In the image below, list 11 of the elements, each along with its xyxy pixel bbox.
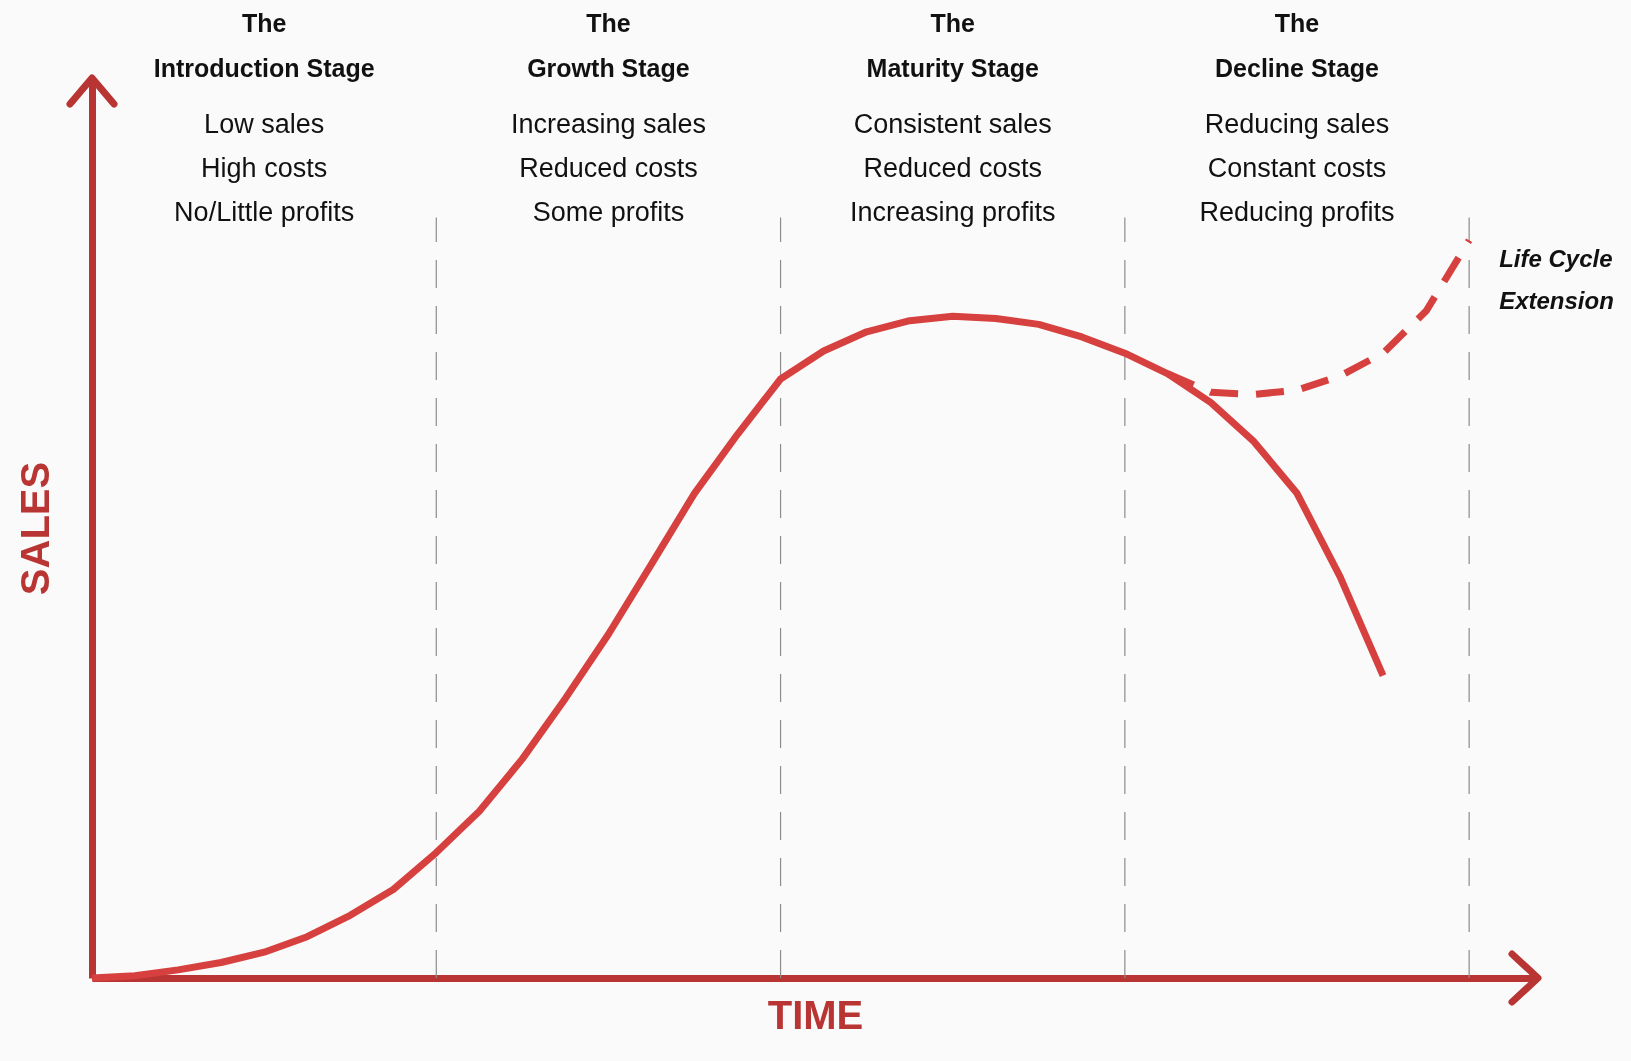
text: Consistent sales Reduced costs Increasing profits	[849, 109, 1056, 227]
x-axis-title: TIME	[767, 992, 864, 1037]
text: Low sales High costs No/Little profits	[174, 109, 355, 227]
text: Life Cycle Extension	[1499, 245, 1614, 315]
text: The Introduction Stage	[153, 9, 375, 82]
text: The Growth Stage	[527, 9, 690, 82]
text: Reducing sales Constant costs Reducing profits	[1199, 109, 1395, 227]
text: Increasing sales Reduced costs Some profits	[510, 109, 706, 227]
text: The Decline Stage	[1215, 9, 1380, 82]
y-axis-title: SALES	[12, 461, 57, 596]
text: The Maturity Stage	[866, 9, 1039, 82]
